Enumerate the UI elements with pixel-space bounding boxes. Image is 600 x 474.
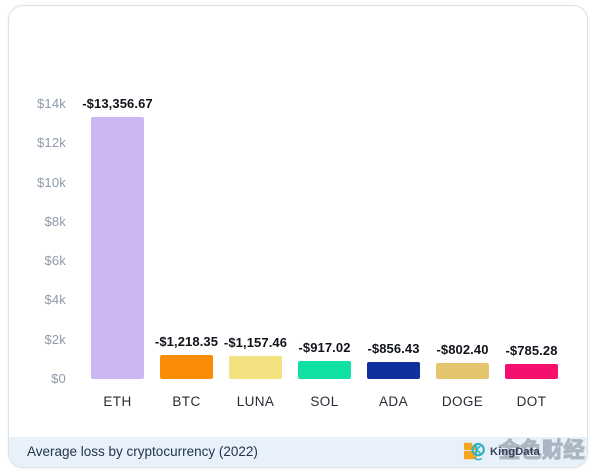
y-axis-tick-label: $4k (44, 292, 66, 308)
bar-luna (229, 356, 282, 379)
bar-dot (505, 363, 558, 379)
y-axis-tick-label: $10k (37, 174, 66, 190)
x-axis-label-btc: BTC (172, 394, 201, 409)
y-axis-tick-label: $8k (44, 213, 66, 229)
kingdata-logo-icon (463, 440, 485, 462)
watermark-brand-text: KingData (490, 446, 540, 458)
bar-value-label-doge: -$802.40 (436, 342, 489, 358)
bar-chart: $0 $2k $4k $6k $8k $10k $12k $14k -$13,356.67 ET… (9, 6, 587, 467)
chart-title: Average loss by cryptocurrency (2022) (27, 444, 258, 459)
bar-value-label-dot: -$785.28 (505, 342, 558, 358)
x-axis-label-dot: DOT (516, 394, 547, 409)
bar-value-label-eth: -$13,356.67 (82, 95, 153, 111)
bar-sol (298, 360, 351, 379)
x-axis-label-luna: LUNA (236, 394, 275, 409)
x-axis-label-doge: DOGE (441, 394, 484, 409)
y-axis-tick-label: $12k (37, 135, 66, 151)
bar-value-label-ada: -$856.43 (367, 341, 420, 357)
bar-value-label-btc: -$1,218.35 (154, 334, 219, 350)
y-axis-tick-label: $6k (44, 253, 66, 269)
chart-title-bar: Average loss by cryptocurrency (2022) 金色… (9, 437, 587, 467)
x-axis-label-sol: SOL (310, 394, 339, 409)
bar-doge (436, 363, 489, 379)
bar-value-label-luna: -$1,157.46 (223, 335, 288, 351)
x-axis-label-ada: ADA (379, 394, 408, 409)
y-axis-tick-label: $2k (44, 331, 66, 347)
jinse-finance-watermark-text: 金色财经 (499, 439, 586, 463)
bar-eth (91, 116, 144, 379)
y-axis-tick-label: $0 (51, 371, 66, 386)
bar-value-label-sol: -$917.02 (298, 339, 351, 355)
watermark: 金色财经 KingData (463, 437, 585, 465)
y-axis-tick-label: $14k (37, 95, 66, 111)
chart-card: $0 $2k $4k $6k $8k $10k $12k $14k -$13,356.67 ET… (8, 5, 588, 468)
bar-ada (367, 362, 420, 379)
x-axis-label-eth: ETH (103, 394, 132, 409)
bar-btc (160, 355, 213, 379)
